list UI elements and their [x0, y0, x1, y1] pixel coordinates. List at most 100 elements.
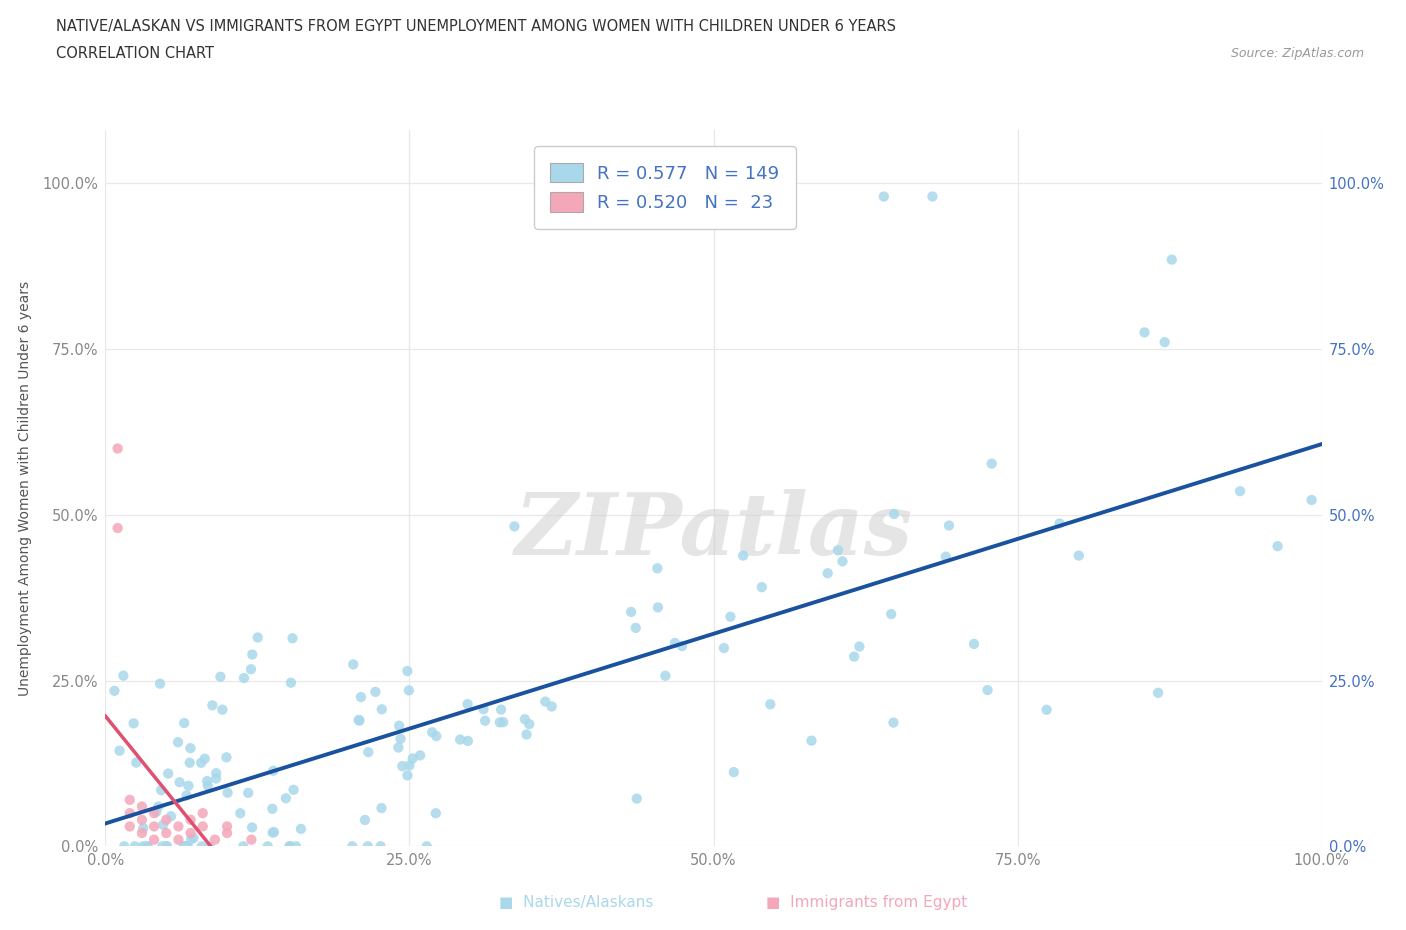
Point — [347, 712, 370, 727]
Point — [517, 717, 540, 732]
Point — [217, 785, 239, 800]
Point — [179, 740, 201, 755]
Point — [167, 832, 190, 847]
Point — [457, 697, 479, 711]
Point — [180, 831, 202, 846]
Point — [513, 711, 536, 726]
Point — [240, 820, 263, 835]
Point — [122, 716, 145, 731]
Point — [409, 748, 432, 763]
Point — [370, 801, 392, 816]
Point — [156, 839, 179, 854]
Point — [173, 715, 195, 730]
Point — [420, 724, 443, 739]
Text: CORRELATION CHART: CORRELATION CHART — [56, 46, 214, 61]
Point — [882, 715, 904, 730]
Point — [238, 786, 260, 801]
Point — [150, 783, 173, 798]
Point — [534, 694, 557, 709]
Point — [842, 649, 865, 664]
Point — [124, 839, 146, 854]
Point — [215, 750, 238, 764]
Point — [387, 740, 409, 755]
Point — [283, 782, 305, 797]
Point — [751, 579, 773, 594]
Point — [425, 729, 447, 744]
Point — [624, 620, 647, 635]
Point — [107, 441, 129, 456]
Point — [515, 727, 537, 742]
Point — [980, 456, 1002, 471]
Point — [278, 839, 301, 854]
Point — [370, 839, 392, 854]
Point — [472, 702, 495, 717]
Text: Source: ZipAtlas.com: Source: ZipAtlas.com — [1230, 46, 1364, 60]
Point — [198, 839, 221, 854]
Point — [233, 671, 256, 685]
Point — [156, 839, 179, 854]
Point — [350, 690, 373, 705]
Point — [262, 825, 284, 840]
Point — [173, 839, 195, 854]
Point — [103, 684, 125, 698]
Point — [143, 832, 166, 847]
Point — [167, 735, 190, 750]
Point — [201, 698, 224, 712]
Point — [278, 839, 301, 854]
Point — [723, 764, 745, 779]
Point — [143, 819, 166, 834]
Point — [831, 554, 853, 569]
Point — [194, 751, 217, 766]
Point — [197, 778, 219, 793]
Point — [503, 519, 526, 534]
Point — [425, 805, 447, 820]
Point — [274, 790, 297, 805]
Point — [371, 702, 394, 717]
Point — [204, 832, 226, 847]
Point — [179, 755, 201, 770]
Point — [239, 662, 262, 677]
Point — [664, 635, 686, 650]
Point — [1133, 325, 1156, 339]
Point — [848, 639, 870, 654]
Point — [118, 819, 141, 834]
Point — [132, 820, 155, 835]
Point — [342, 657, 364, 671]
Point — [357, 839, 380, 854]
Point — [211, 702, 233, 717]
Point — [1229, 484, 1251, 498]
Point — [131, 826, 153, 841]
Point — [217, 826, 239, 841]
Point — [107, 521, 129, 536]
Point — [160, 809, 183, 824]
Point — [1147, 685, 1170, 700]
Point — [713, 641, 735, 656]
Point — [402, 751, 425, 766]
Point — [880, 606, 903, 621]
Point — [262, 802, 284, 817]
Point — [240, 647, 263, 662]
Point — [246, 630, 269, 644]
Point — [364, 684, 387, 699]
Point — [108, 743, 131, 758]
Point — [349, 713, 371, 728]
Point — [150, 839, 173, 854]
Point — [654, 669, 676, 684]
Point — [389, 731, 412, 746]
Point — [873, 189, 896, 204]
Point — [488, 715, 510, 730]
Text: ■  Immigrants from Egypt: ■ Immigrants from Egypt — [766, 895, 967, 910]
Point — [136, 839, 159, 854]
Point — [449, 732, 471, 747]
Point — [176, 788, 198, 803]
Text: ZIPatlas: ZIPatlas — [515, 489, 912, 573]
Point — [457, 734, 479, 749]
Point — [396, 768, 419, 783]
Point — [1035, 702, 1057, 717]
Point — [935, 550, 957, 565]
Point — [112, 839, 135, 854]
Legend: R = 0.577   N = 149, R = 0.520   N =  23: R = 0.577 N = 149, R = 0.520 N = 23 — [534, 146, 796, 229]
Point — [921, 189, 943, 204]
Point — [647, 600, 669, 615]
Point — [416, 839, 439, 854]
